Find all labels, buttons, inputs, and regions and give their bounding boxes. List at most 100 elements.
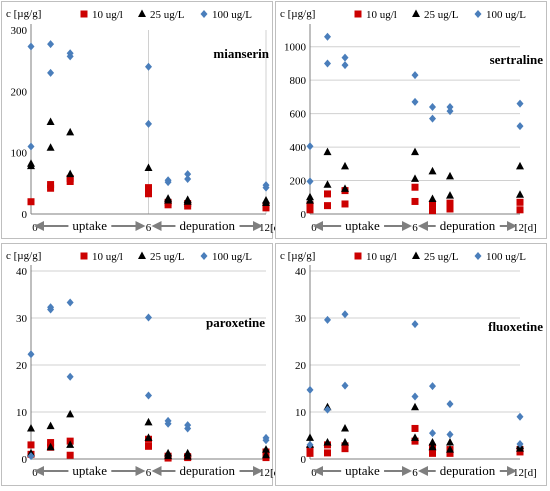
data-point	[516, 122, 524, 131]
data-point	[306, 449, 314, 457]
legend-marker-diamond	[474, 252, 482, 260]
data-point	[446, 205, 454, 213]
phase-label-background	[435, 462, 500, 479]
data-point	[516, 412, 524, 421]
data-point	[446, 199, 454, 207]
data-point	[164, 416, 172, 425]
data-point	[66, 451, 74, 459]
data-point	[446, 430, 454, 439]
depuration-arrow-head-left	[418, 466, 428, 476]
data-point	[306, 142, 314, 151]
legend-marker-square	[354, 252, 362, 260]
legend-entry: 100 ug/L	[474, 9, 526, 21]
data-point	[145, 391, 152, 400]
data-point	[183, 195, 192, 203]
data-point	[66, 169, 75, 178]
data-point	[341, 61, 349, 70]
uptake-arrow-head-right	[135, 466, 146, 476]
legend-label: 10 ug/l	[366, 251, 397, 263]
data-point	[411, 320, 419, 329]
uptake-arrow-head-right	[402, 221, 412, 231]
data-point	[341, 161, 349, 170]
data-point	[27, 350, 35, 359]
data-point	[411, 197, 419, 205]
data-point	[46, 442, 55, 451]
data-point	[262, 196, 270, 204]
data-point	[27, 441, 35, 449]
phase-label-background	[435, 217, 500, 234]
chart-panel-sertraline: 0 200 400 600 800 1000 0 6 12[d] c [µg/g] 10 ug/l 2…	[275, 1, 547, 239]
data-point	[164, 176, 172, 185]
y-tick-label: 20	[295, 360, 307, 372]
y-tick-label: 200	[290, 176, 307, 188]
x-tick-label: 6	[412, 467, 418, 479]
data-point	[27, 452, 35, 461]
legend-marker-square	[354, 10, 362, 18]
data-point	[164, 448, 173, 457]
legend-label: 100 ug/L	[486, 251, 526, 263]
data-point	[341, 442, 349, 450]
depuration-arrow-head-right	[507, 466, 517, 476]
legend-entry: 10 ug/l	[354, 251, 397, 263]
data-point	[306, 206, 314, 214]
data-point	[66, 440, 75, 448]
data-point	[164, 194, 173, 202]
depuration-label: depuration	[440, 218, 496, 233]
data-point	[46, 421, 55, 430]
legend-label: 100 ug/L	[212, 251, 252, 263]
uptake-arrow-head-left	[34, 221, 44, 231]
data-point	[446, 449, 454, 457]
uptake-arrow-head-right	[135, 221, 146, 231]
legend-entry: 10 ug/l	[80, 251, 123, 263]
data-point	[323, 180, 332, 188]
data-point	[27, 198, 35, 206]
data-point	[429, 429, 436, 438]
legend-label: 25 ug/L	[424, 9, 459, 21]
data-point	[411, 174, 419, 182]
uptake-arrow-head-left	[34, 466, 44, 476]
chart-panel-fluoxetine: 0 10 20 30 40 0 6 12[d] c [µg/g] 10 ug/l 25 ug/L 10…	[275, 243, 547, 486]
data-point	[324, 32, 331, 41]
series-diamond	[27, 40, 270, 192]
data-point	[46, 143, 55, 151]
data-point	[66, 409, 75, 418]
data-point	[429, 102, 436, 111]
data-point	[341, 381, 349, 390]
phase-label-background	[68, 217, 112, 234]
chart-title: fluoxetine	[488, 319, 543, 334]
legend-marker-triangle	[138, 9, 146, 17]
data-point	[144, 163, 153, 171]
depuration-label: depuration	[179, 218, 235, 233]
phase-label-background	[68, 462, 112, 479]
data-point	[341, 310, 349, 319]
data-point	[144, 417, 153, 426]
data-point	[47, 40, 55, 49]
data-point	[446, 107, 454, 116]
chart-title: paroxetine	[206, 315, 265, 330]
data-point	[323, 147, 332, 156]
y-tick-label: 10	[295, 407, 307, 419]
data-point	[47, 303, 55, 312]
uptake-label: uptake	[345, 218, 380, 233]
data-point	[145, 313, 152, 322]
data-point	[144, 433, 153, 441]
data-point	[411, 183, 419, 191]
phase-label-background	[341, 217, 385, 234]
data-point	[306, 446, 314, 454]
data-point	[27, 159, 35, 167]
x-tick-label: 12[d]	[513, 222, 537, 234]
legend-entry: 25 ug/L	[138, 9, 185, 21]
x-tick-label: 0	[32, 222, 38, 234]
data-point	[145, 119, 152, 128]
depuration-arrow-head-left	[151, 221, 162, 231]
x-tick-label: 6	[146, 467, 152, 479]
y-axis-label: c [µg/g]	[6, 8, 41, 20]
data-point	[428, 166, 437, 175]
data-point	[411, 424, 419, 432]
y-tick-label: 800	[290, 75, 307, 87]
data-point	[184, 421, 192, 430]
data-point	[446, 400, 454, 409]
y-axis-label: c [µg/g]	[280, 8, 315, 20]
data-point	[47, 181, 55, 189]
